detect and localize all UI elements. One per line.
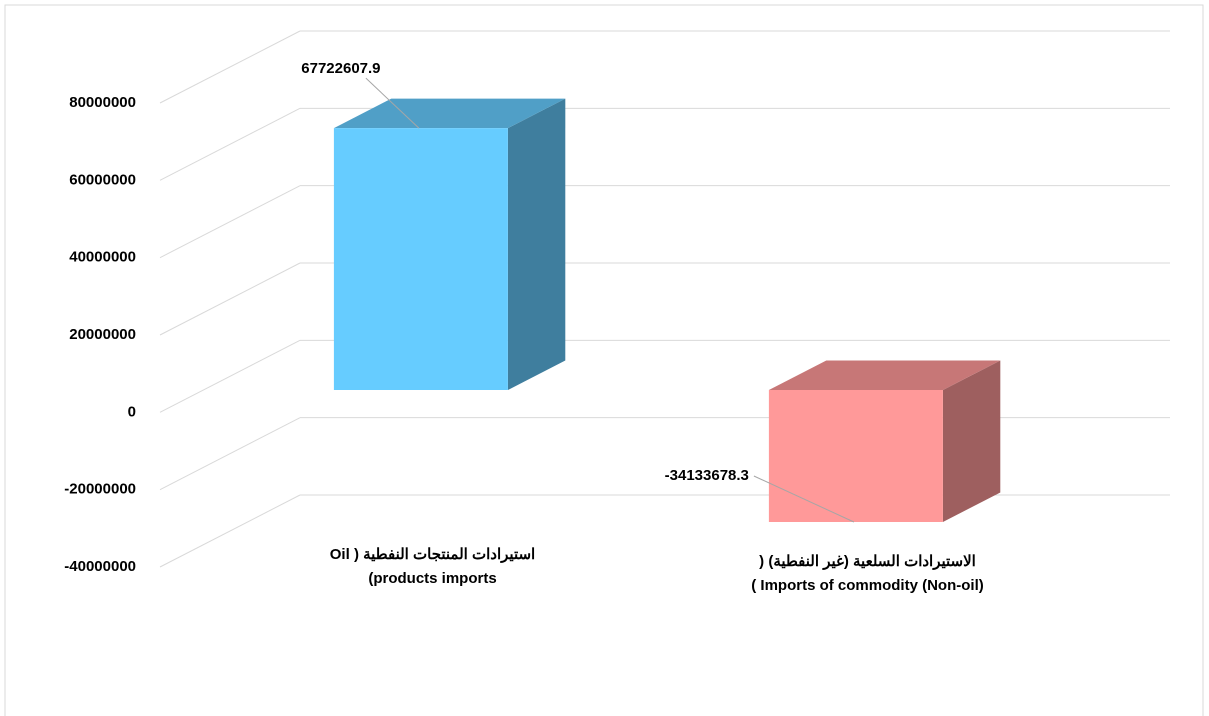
- grid-line: [159, 185, 301, 259]
- y-tick-label: 60000000: [69, 171, 136, 188]
- data-label: -34133678.3: [665, 467, 749, 484]
- grid-line: [159, 107, 301, 181]
- x-tick-label: الاستيرادات السلعية (غير النفطية) ( Impo…: [751, 553, 984, 594]
- data-label: 67722607.9: [301, 60, 380, 77]
- x-tick-label: استيرادات المنتجات النفطية ( Oil product…: [329, 546, 536, 587]
- y-tick-label: 20000000: [69, 326, 136, 343]
- leader-line: [753, 475, 855, 523]
- bar-front: [768, 390, 943, 522]
- grid-line: [159, 30, 301, 104]
- bar-top: [333, 98, 566, 129]
- frame: [4, 4, 1204, 716]
- bar: [768, 360, 1001, 522]
- grid-line: [159, 494, 301, 568]
- y-tick-label: 80000000: [69, 94, 136, 111]
- bar-front: [333, 128, 508, 391]
- bar: [333, 98, 566, 391]
- grid-line: [159, 417, 301, 491]
- grid-line: [159, 262, 301, 336]
- leader-line: [365, 77, 420, 129]
- y-tick-label: -40000000: [64, 558, 136, 575]
- y-tick-label: 40000000: [69, 249, 136, 266]
- y-tick-label: 0: [128, 403, 136, 420]
- y-tick-label: -20000000: [64, 481, 136, 498]
- bar-side: [942, 360, 1001, 522]
- bar-top: [768, 360, 1001, 391]
- grid-line: [159, 339, 301, 413]
- bar-side: [507, 98, 566, 391]
